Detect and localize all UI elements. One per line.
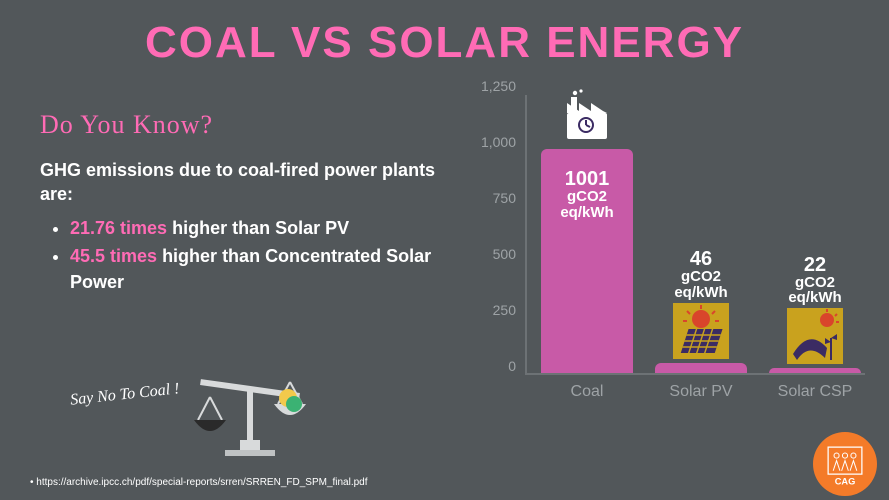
bar-value-label: 46gCO2eq/kWh (646, 249, 756, 301)
solar-pv-icon (673, 303, 729, 359)
bullet-rest: higher than Solar PV (167, 218, 349, 238)
bar-value-label: 1001gCO2eq/kWh (532, 169, 642, 221)
y-tick-label: 500 (493, 246, 516, 262)
bar-value-label: 22gCO2eq/kWh (760, 255, 870, 307)
bullet-item: 45.5 times higher than Concentrated Sola… (70, 243, 450, 295)
cag-logo-badge: CAG (813, 432, 877, 496)
x-axis-label: Solar PV (646, 383, 756, 401)
page-title: COAL VS SOLAR ENERGY (0, 0, 889, 68)
source-link: • https://archive.ipcc.ch/pdf/special-re… (30, 477, 368, 488)
bullet-item: 21.76 times higher than Solar PV (70, 215, 450, 241)
factory-icon (559, 89, 615, 145)
emissions-chart: 02505007501,0001,250 1001gCO2eq/kWhCoal … (470, 95, 870, 435)
say-no-text: Say No To Coal ! (69, 380, 180, 409)
y-tick-label: 0 (508, 358, 516, 374)
left-column: Do You Know? GHG emissions due to coal-f… (40, 110, 450, 297)
say-no-graphic: Say No To Coal ! (70, 370, 350, 460)
bar (655, 363, 747, 373)
bullet-highlight: 45.5 times (70, 246, 157, 266)
y-tick-label: 250 (493, 302, 516, 318)
bullet-list: 21.76 times higher than Solar PV 45.5 ti… (40, 215, 450, 295)
subheading: Do You Know? (40, 110, 450, 140)
y-tick-label: 1,250 (481, 78, 516, 94)
cag-logo-icon: CAG (818, 437, 872, 491)
plot-area: 1001gCO2eq/kWhCoal 46gCO2eq/kWhSolar PV … (525, 95, 865, 375)
x-axis-label: Solar CSP (760, 383, 870, 401)
bullet-highlight: 21.76 times (70, 218, 167, 238)
y-axis: 02505007501,0001,250 (470, 95, 520, 375)
x-axis-label: Coal (532, 383, 642, 401)
cag-text: CAG (835, 476, 856, 486)
y-tick-label: 750 (493, 190, 516, 206)
lead-text: GHG emissions due to coal-fired power pl… (40, 158, 450, 207)
bar (769, 368, 861, 373)
y-tick-label: 1,000 (481, 134, 516, 150)
solar-csp-icon (787, 308, 843, 364)
scale-icon (180, 362, 320, 462)
